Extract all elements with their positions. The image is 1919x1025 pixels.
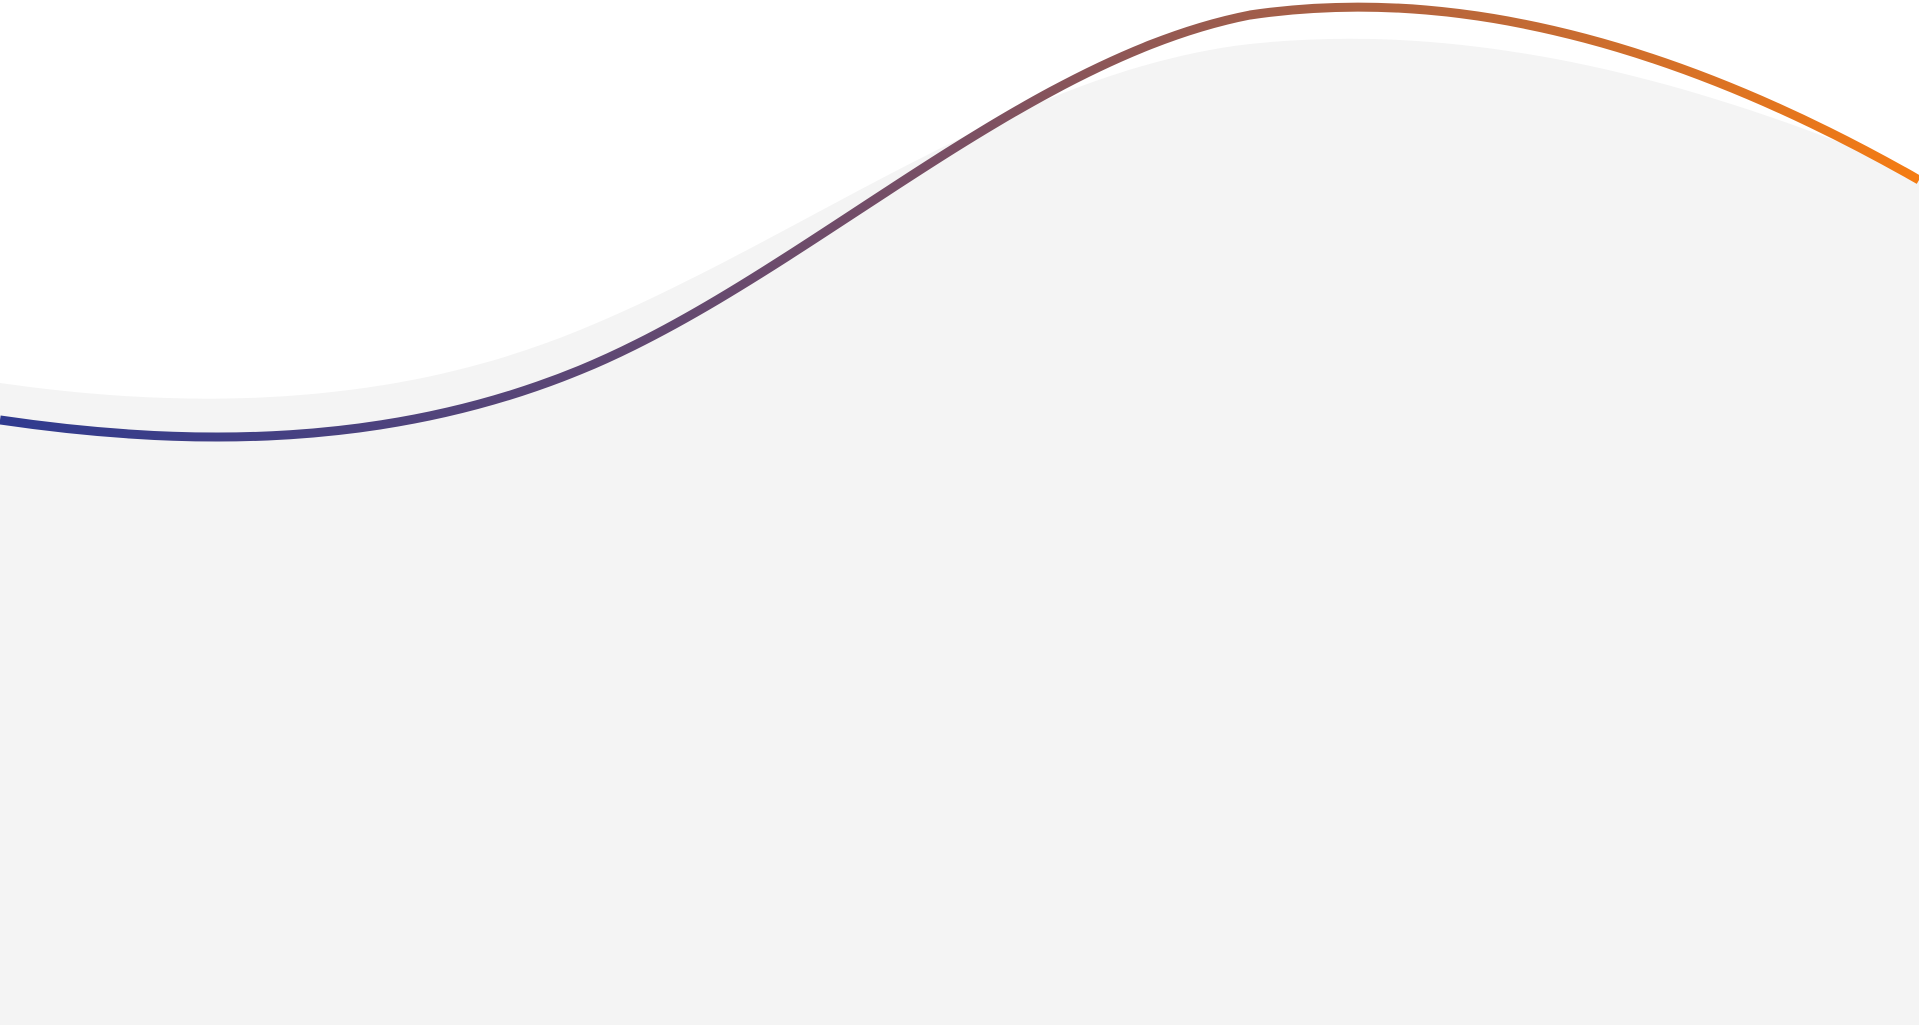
gradient-wave-line: [0, 2, 1919, 442]
wave-fill-shape: [0, 38, 1919, 1025]
